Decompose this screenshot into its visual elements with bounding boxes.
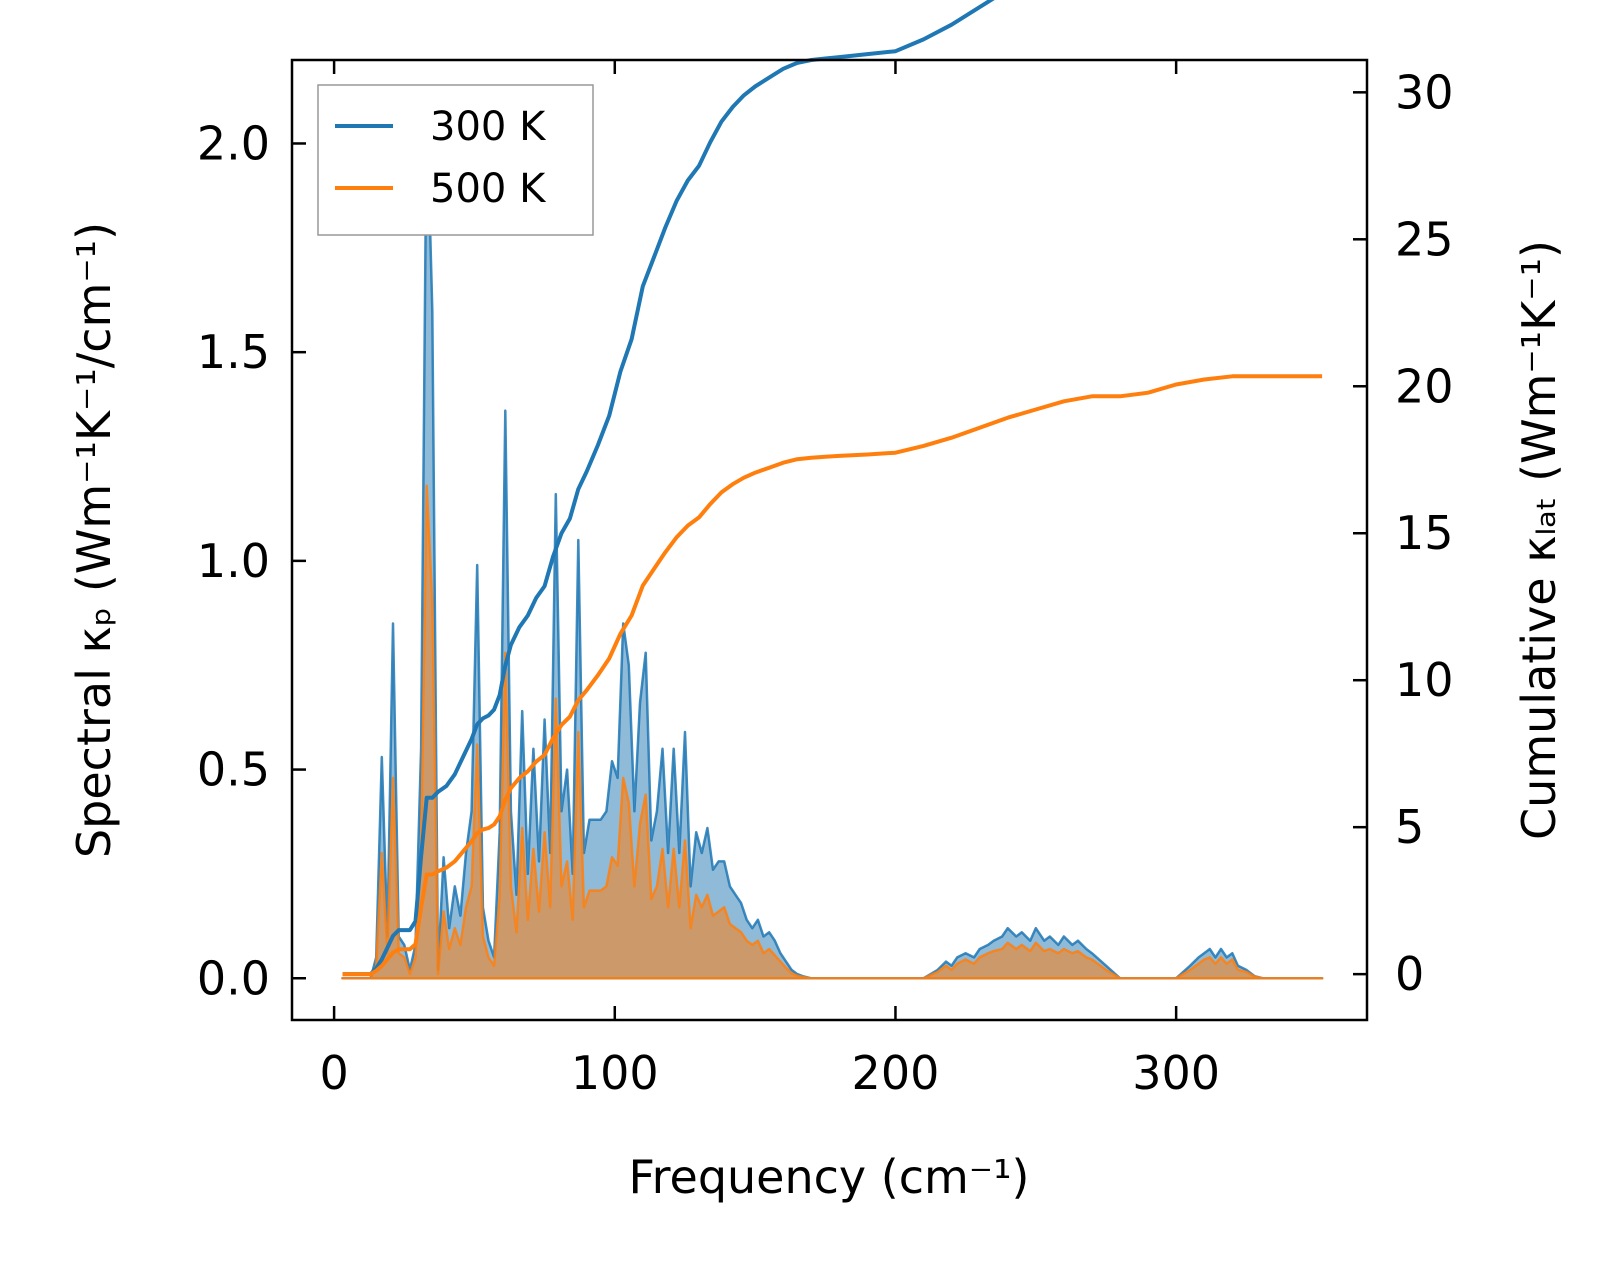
y-left-tick-label: 1.0 — [197, 534, 270, 588]
y-right-tick-label: 5 — [1395, 800, 1424, 854]
y-right-tick-label: 0 — [1395, 947, 1424, 1001]
plot-frame — [290, 58, 1369, 1022]
cumulative-line-500k — [342, 374, 1323, 977]
y-right-tick-label: 30 — [1395, 65, 1454, 119]
legend-label-500k: 500 K — [430, 166, 547, 212]
legend: 300 K 500 K — [317, 84, 594, 236]
legend-label-300k: 300 K — [430, 104, 547, 150]
x-tick-label: 0 — [319, 1046, 348, 1100]
y-right-tick-label: 10 — [1395, 653, 1454, 707]
y-left-tick-label: 1.5 — [197, 325, 270, 379]
x-tick-label: 200 — [852, 1046, 940, 1100]
y-left-tick-label: 2.0 — [197, 116, 270, 170]
y-left-tick-label: 0.5 — [197, 743, 270, 797]
x-tick-label: 100 — [571, 1046, 659, 1100]
cumulative-line-300k — [342, 0, 995, 977]
y-left-tick-label: 0.0 — [197, 951, 270, 1005]
y-axis-right-label: Cumulative κₗₐₜ (Wm⁻¹K⁻¹) — [1512, 240, 1566, 840]
spectral-area-500k — [341, 484, 1324, 980]
x-tick-label: 300 — [1132, 1046, 1220, 1100]
legend-box — [317, 84, 594, 236]
y-right-tick-label: 20 — [1395, 359, 1454, 413]
axis-ticks: 0 100 200 300 0.0 0.5 1.0 1.5 2.0 0 5 10 15 20 25 30 — [197, 60, 1454, 1100]
plot-content — [341, 0, 1324, 980]
y-right-tick-label: 15 — [1395, 506, 1454, 560]
y-right-tick-label: 25 — [1395, 212, 1454, 266]
spectral-area-300k — [341, 100, 1324, 980]
y-axis-left-label: Spectral κₚ (Wm⁻¹K⁻¹/cm⁻¹) — [67, 222, 121, 858]
x-axis-label: Frequency (cm⁻¹) — [629, 1150, 1030, 1204]
